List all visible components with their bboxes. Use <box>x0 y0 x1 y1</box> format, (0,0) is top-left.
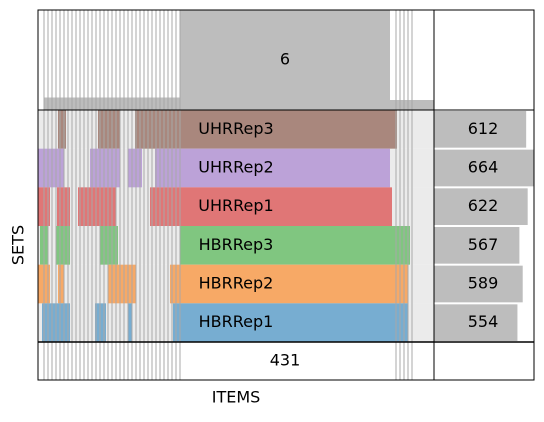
item-lines <box>43 10 413 380</box>
membership-bar <box>155 148 390 188</box>
set-size-bar <box>434 227 520 264</box>
set-size-label: 567 <box>468 235 499 254</box>
membership-bar <box>128 303 132 342</box>
item-histogram <box>44 10 434 110</box>
membership-bar <box>173 303 408 342</box>
y-axis-label: SETS <box>9 225 28 265</box>
set-name-label: HBRRep3 <box>199 235 274 254</box>
set-size-label: 589 <box>468 274 499 293</box>
set-size-label: 612 <box>468 119 499 138</box>
set-size-bar <box>434 111 527 148</box>
set-name-label: UHRRep1 <box>198 196 273 215</box>
set-name-label: HBRRep2 <box>199 274 274 293</box>
set-size-bar <box>434 265 523 303</box>
x-axis-label: ITEMS <box>212 388 261 407</box>
set-size-bar <box>434 188 528 225</box>
membership-bar <box>98 110 120 149</box>
set-name-label: HBRRep1 <box>199 312 274 331</box>
labels: 6 431 ITEMS SETS UHRRep3 612 UHRRep2 664 UHR… <box>9 50 499 407</box>
panel-frames <box>37 9 535 381</box>
bottom-count-label: 431 <box>270 351 301 370</box>
set-size-label: 554 <box>468 312 499 331</box>
item-histogram-bar <box>180 10 390 110</box>
set-size-label: 622 <box>468 196 499 215</box>
membership-bar <box>180 110 397 149</box>
membership-bar <box>90 148 120 188</box>
membership-bar <box>170 264 408 304</box>
membership-bar <box>58 264 64 304</box>
membership-bar <box>180 226 410 265</box>
set-name-label: UHRRep3 <box>198 119 273 138</box>
set-name-label: UHRRep2 <box>198 158 273 177</box>
set-size-label: 664 <box>468 158 499 177</box>
outer-frame <box>37 9 535 381</box>
membership-bar <box>135 110 180 149</box>
set-size-bar <box>434 304 518 341</box>
membership-bar <box>150 187 392 226</box>
set-size-bar <box>434 149 534 187</box>
membership-bar <box>58 110 66 149</box>
membership-bar <box>108 264 136 304</box>
membership-bar <box>100 226 118 265</box>
top-count-label: 6 <box>280 50 290 69</box>
set-size-bars <box>434 111 534 341</box>
